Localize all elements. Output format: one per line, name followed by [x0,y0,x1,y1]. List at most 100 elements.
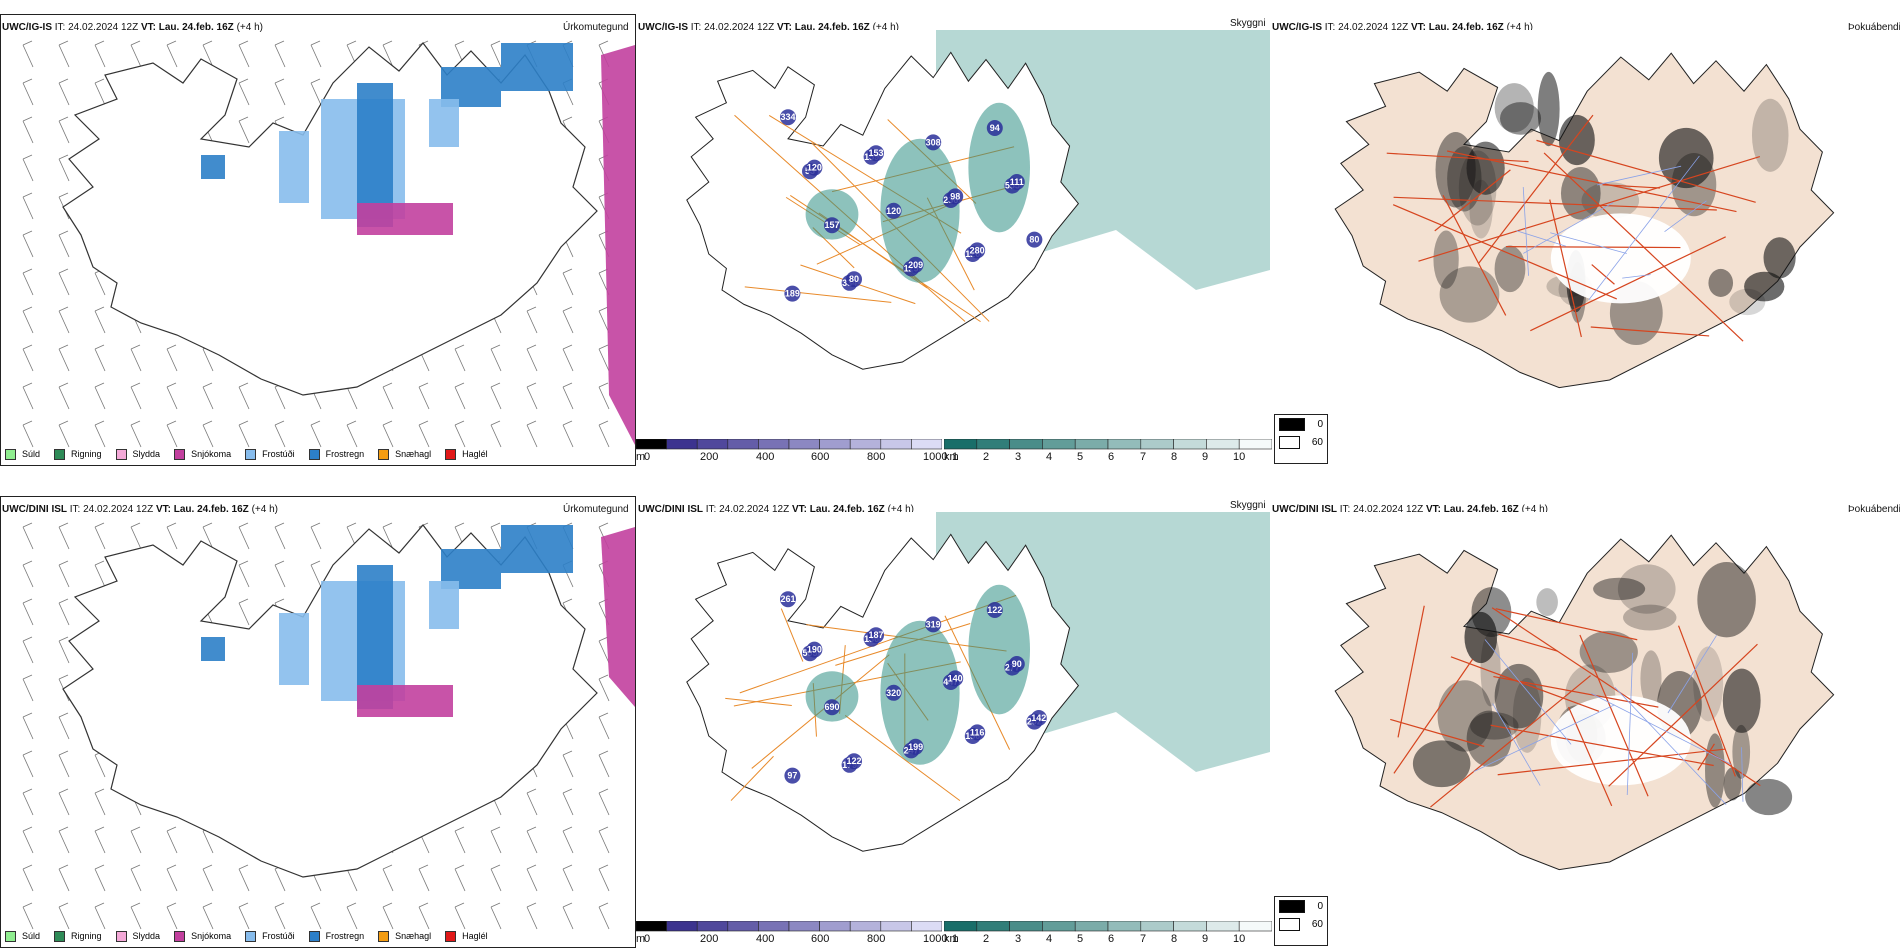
cloud-base-blob [947,670,964,687]
colorbar-tick: 2 [983,451,990,463]
cloud-base-label: 80 [849,274,859,284]
colorbar-tick: 5 [1077,933,1084,945]
precip-legend: Súld Rigning Slydda Snjókoma Frostúði Frostre… [5,443,502,465]
colorbar-tick: 200 [700,933,719,945]
colorbar-tick: 10 [1233,451,1246,463]
cloud-base-label: 320 [886,688,901,698]
cloud-base-label: 187 [868,630,883,640]
run-header: UWC/DINI ISL IT: 24.02.2024 12Z VT: Lau.… [2,504,278,515]
precip-legend-label: Súld [22,449,41,459]
cloud-base-blob [846,753,862,770]
precip-title: Úrkomutegund [563,504,629,515]
precip-legend-swatch [54,448,66,460]
fog-panel-bottom [1272,512,1900,912]
cloud-base-blob [907,738,924,755]
run-header: UWC/IG-IS IT: 24.02.2024 12Z VT: Lau. 24… [638,22,899,33]
it-label: IT: [705,504,717,515]
run-header: UWC/IG-IS IT: 24.02.2024 12Z VT: Lau. 24… [2,22,263,33]
cloud-base-label: 189 [785,289,800,299]
it-label: IT: [69,504,81,515]
precip-legend-label: Snjókoma [191,449,232,459]
colorbar-tick: 4 [1046,933,1053,945]
cloud-base-label: 111 [1010,177,1024,187]
vt-value: Lau. 24.feb. 16Z [809,504,885,515]
cloud-base-label: 142 [1031,713,1046,723]
cloud-title: Skyggni [1230,500,1266,511]
precip-area [279,131,309,203]
visibility-colorbar: km 1 2 3 4 5 6 7 8 9 10 [943,438,1273,468]
precip-legend-swatch [54,930,66,942]
colorbar-tick: 9 [1202,451,1209,463]
precip-legend-swatch [174,448,186,460]
sea-snow-area [601,45,635,445]
cloud-base-blob [824,699,840,716]
sea-snow-area [601,527,635,707]
colorbar-tick: 10 [1233,933,1246,945]
cloud-base-label: 120 [886,206,901,216]
precip-legend-item: Rigning [54,930,102,942]
precip-legend-label: Snæhagl [395,449,432,459]
it-label: IT: [1324,22,1336,33]
precip-legend-label: Rigning [71,931,102,941]
cloud-base-blob [885,202,902,219]
lead-time: (+4 h) [251,504,278,515]
it-value: 24.02.2024 12Z [83,504,154,515]
lead-time: (+4 h) [1521,504,1548,515]
cloud-base-label: 90 [1012,659,1022,669]
precip-legend-label: Frostúði [262,449,295,459]
vt-label: VT: [1410,22,1426,33]
cloud-base-label: 157 [824,220,839,230]
precip-legend-item: Snæhagl [378,930,431,942]
precip-area [429,581,459,629]
cloud-base-blob [784,767,801,784]
visibility-colorbar: km 1 2 3 4 5 6 7 8 9 10 [943,920,1273,950]
precip-legend-swatch [174,930,186,942]
colorbar-unit: m [636,451,646,463]
glacier-area [1550,695,1691,786]
vt-value: Lau. 24.feb. 16Z [794,22,870,33]
vt-value: Lau. 24.feb. 16Z [1428,22,1504,33]
precip-legend-item: Haglél [445,448,488,460]
run-header: UWC/DINI ISL IT: 24.02.2024 12Z VT: Lau.… [1272,504,1548,515]
colorbar-tick: 7 [1140,451,1147,463]
precip-legend-swatch [308,930,320,942]
cloud-base-blob [925,134,942,151]
height-colorbar-graphic [635,438,943,450]
vt-value: Lau. 24.feb. 16Z [173,504,249,515]
colorbar-tick: 4 [1046,451,1053,463]
colorbar-tick: 6 [1108,933,1115,945]
iceland-fog-map [1334,52,1835,389]
precip-legend-swatch [308,448,320,460]
precip-legend-item: Rigning [54,448,102,460]
fog-legend: 0 60 [1274,896,1328,946]
low-visibility-area [805,671,859,722]
it-value: 24.02.2024 12Z [704,22,775,33]
cloud-base-label: 319 [926,619,941,629]
precip-legend-item: Snjókoma [174,448,232,460]
cloud-base-blob [969,724,986,741]
fog-legend-low: 0 [1317,900,1323,912]
precip-legend-swatch [378,930,390,942]
precip-legend-label: Haglél [462,449,488,459]
precip-panel-bottom: Súld Rigning Slydda Snjókoma Frostúði Frostre… [0,496,636,948]
cloud-base-blob [1008,656,1025,672]
colorbar-tick: 3 [1015,933,1022,945]
height-colorbar: m 0 200 400 600 800 1000 [635,920,947,950]
vt-label: VT: [155,504,171,515]
colorbar-tick: 400 [756,933,775,945]
precip-legend-swatch [445,930,457,942]
iceland-precip-map [22,40,635,448]
cloud-base-blob [907,256,924,273]
precip-legend-swatch [445,448,457,460]
colorbar-tick: 800 [867,933,886,945]
cloud-base-label: 94 [990,123,1000,133]
fog-swatch-light [1279,435,1300,449]
precip-title: Úrkomutegund [563,22,629,33]
precip-legend-item: Súld [5,448,41,460]
precip-legend-label: Frostregn [325,931,365,941]
cloud-base-label: 98 [950,191,960,201]
colorbar-tick: 200 [700,451,719,463]
cloud-base-label: 120 [807,163,822,173]
cloud-base-blob [969,242,986,259]
iceland-cloud-map: 3342363345551295312015980308157941201899… [686,30,1270,370]
